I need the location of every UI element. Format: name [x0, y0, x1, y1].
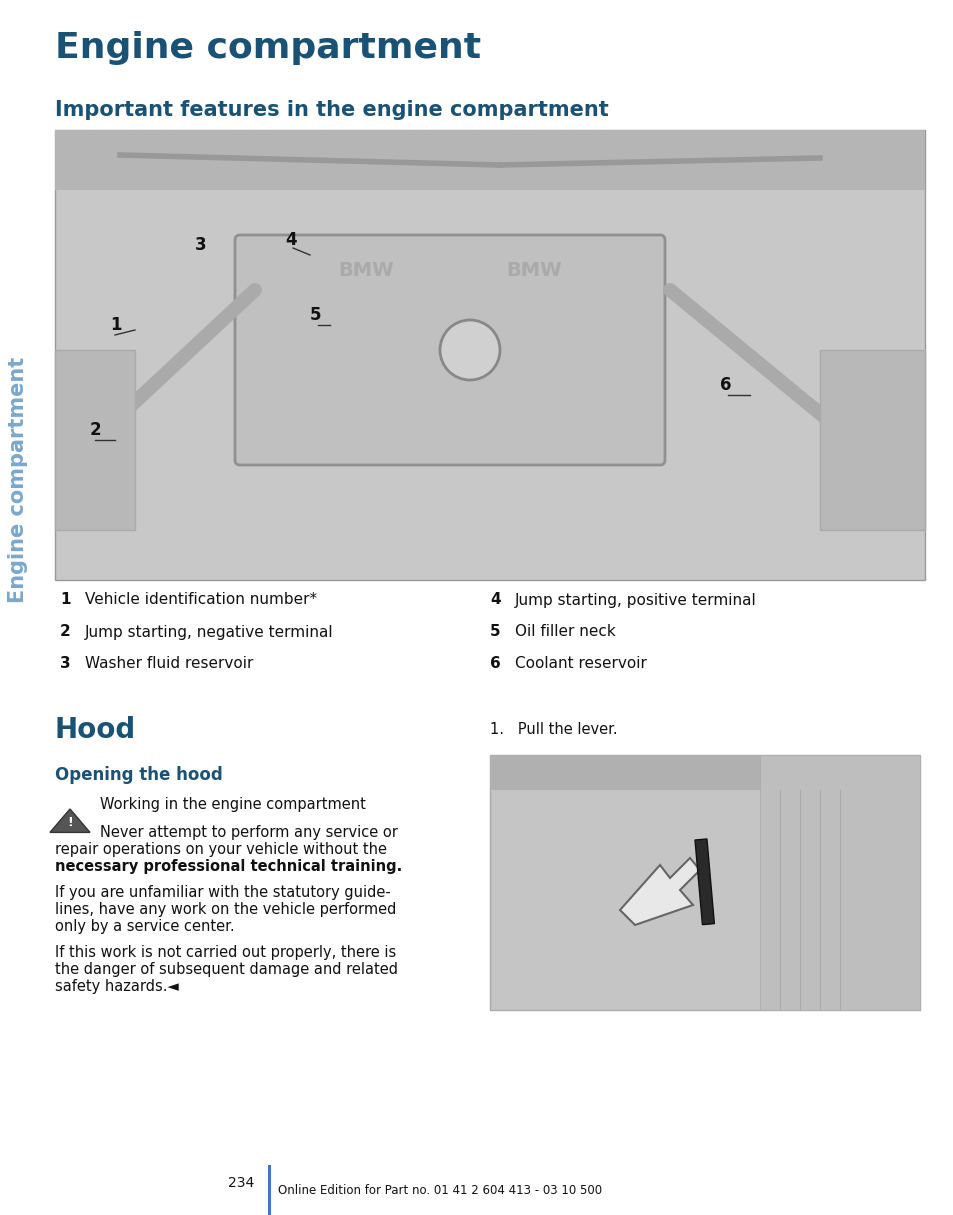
Text: lines, have any work on the vehicle performed: lines, have any work on the vehicle perf… — [55, 902, 395, 917]
Text: 3: 3 — [194, 236, 207, 254]
Text: BMW: BMW — [337, 260, 394, 279]
Text: 1: 1 — [60, 593, 71, 608]
Text: Never attempt to perform any service or: Never attempt to perform any service or — [100, 825, 397, 840]
Text: only by a service center.: only by a service center. — [55, 919, 234, 934]
Text: safety hazards.◄: safety hazards.◄ — [55, 979, 178, 994]
Text: 6: 6 — [720, 375, 731, 394]
Text: 3: 3 — [60, 656, 71, 672]
Text: 234: 234 — [228, 1176, 253, 1189]
Text: If this work is not carried out properly, there is: If this work is not carried out properly… — [55, 945, 395, 960]
Text: necessary professional technical training.: necessary professional technical trainin… — [55, 859, 402, 874]
Bar — [55, 130, 924, 190]
Text: 2: 2 — [90, 422, 102, 439]
Text: 1: 1 — [110, 316, 121, 334]
Text: 1.   Pull the lever.: 1. Pull the lever. — [490, 723, 617, 738]
Text: Engine compartment: Engine compartment — [8, 357, 28, 603]
Text: If you are unfamiliar with the statutory guide-: If you are unfamiliar with the statutory… — [55, 885, 391, 900]
Text: the danger of subsequent damage and related: the danger of subsequent damage and rela… — [55, 962, 397, 977]
Text: Working in the engine compartment: Working in the engine compartment — [100, 797, 366, 813]
Text: 6: 6 — [490, 656, 500, 672]
Text: Oil filler neck: Oil filler neck — [515, 625, 615, 639]
FancyBboxPatch shape — [234, 234, 664, 465]
Text: Washer fluid reservoir: Washer fluid reservoir — [85, 656, 253, 672]
Text: repair operations on your vehicle without the: repair operations on your vehicle withou… — [55, 842, 387, 857]
Bar — [820, 350, 924, 530]
Polygon shape — [50, 809, 90, 832]
Text: Hood: Hood — [55, 716, 136, 744]
Circle shape — [439, 320, 499, 380]
Bar — [55, 350, 135, 530]
Text: Coolant reservoir: Coolant reservoir — [515, 656, 646, 672]
Text: 2: 2 — [60, 625, 71, 639]
Text: BMW: BMW — [506, 260, 561, 279]
Text: Jump starting, negative terminal: Jump starting, negative terminal — [85, 625, 334, 639]
Text: Vehicle identification number*: Vehicle identification number* — [85, 593, 316, 608]
Text: 5: 5 — [490, 625, 500, 639]
Text: Important features in the engine compartment: Important features in the engine compart… — [55, 100, 608, 120]
Polygon shape — [619, 858, 700, 925]
Text: Engine compartment: Engine compartment — [55, 32, 480, 64]
Bar — [268, 1165, 271, 1215]
Bar — [695, 838, 714, 925]
Text: !: ! — [67, 816, 72, 830]
Bar — [490, 755, 919, 1010]
Text: Online Edition for Part no. 01 41 2 604 413 - 03 10 500: Online Edition for Part no. 01 41 2 604 … — [277, 1183, 601, 1197]
Text: Opening the hood: Opening the hood — [55, 765, 222, 784]
Bar — [490, 755, 919, 790]
Text: 5: 5 — [310, 306, 321, 324]
Text: 4: 4 — [490, 593, 500, 608]
Text: 4: 4 — [285, 231, 296, 249]
Bar — [760, 755, 919, 1010]
Bar — [55, 130, 924, 580]
Text: Jump starting, positive terminal: Jump starting, positive terminal — [515, 593, 756, 608]
